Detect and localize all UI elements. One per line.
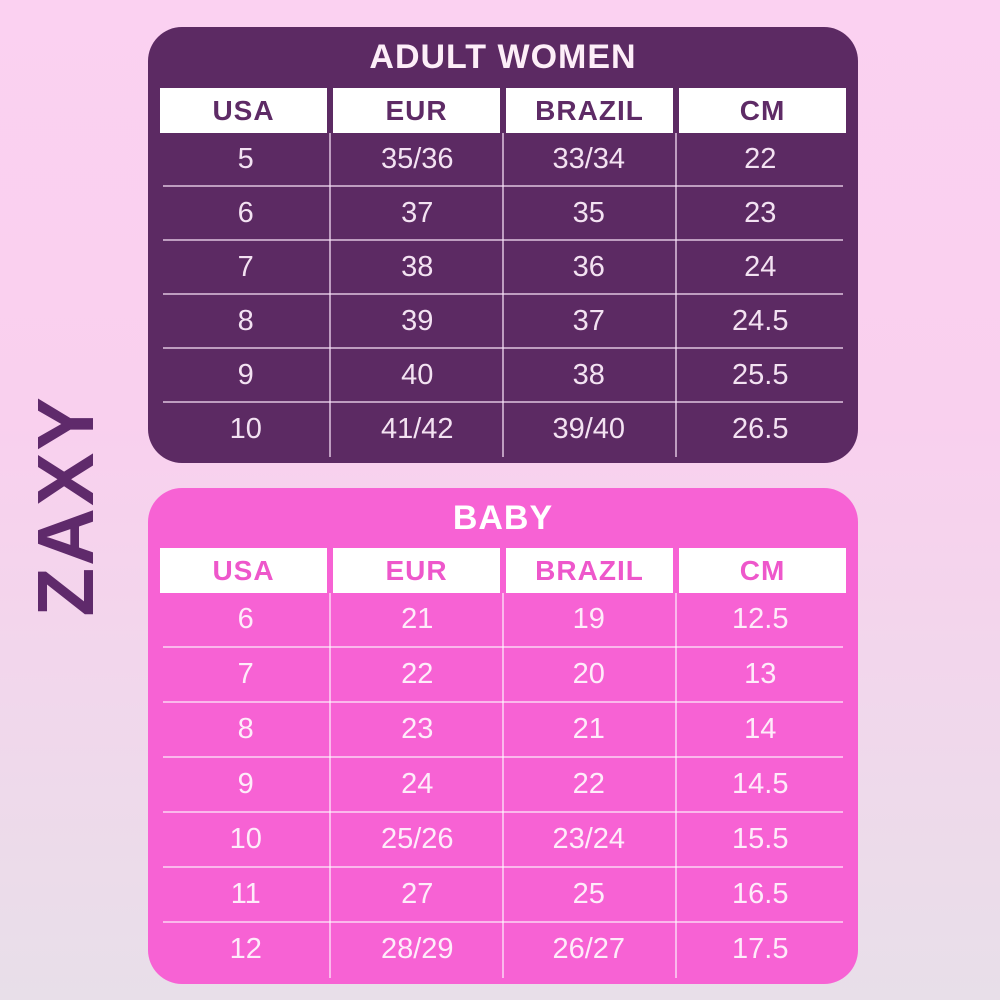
table-row: 7 22 20 13 — [148, 648, 858, 701]
table-cell: 26.5 — [732, 412, 789, 445]
table-cell: 27 — [401, 878, 434, 910]
brand-logo: ZAXY — [21, 395, 110, 617]
table-cell: 8 — [237, 713, 254, 745]
column-divider — [675, 133, 677, 457]
table-title: BABY — [452, 499, 554, 537]
table-cell: 25 — [572, 878, 605, 910]
column-divider — [675, 593, 677, 978]
table-body: 5 35/36 33/34 22 6 37 35 23 7 38 36 24 8… — [148, 133, 858, 463]
table-title: ADULT WOMEN — [369, 38, 637, 76]
column-header-eur: EUR — [333, 548, 500, 593]
table-cell: 21 — [572, 713, 605, 745]
table-row: 10 25/26 23/24 15.5 — [148, 813, 858, 866]
table-cell: 33/34 — [552, 142, 626, 175]
column-divider — [329, 593, 331, 978]
table-cell: 11 — [230, 878, 261, 910]
table-cell: 15.5 — [732, 823, 789, 855]
table-cell: 5 — [237, 142, 254, 175]
table-cell: 35 — [572, 196, 605, 229]
table-header-row: USA EUR BRAZIL CM — [160, 88, 846, 133]
table-cell: 13 — [744, 658, 777, 690]
table-cell: 7 — [237, 250, 254, 283]
table-cell: 8 — [237, 304, 254, 337]
table-cell: 37 — [401, 196, 434, 229]
table-body: 6 21 19 12.5 7 22 20 13 8 23 21 14 9 24 … — [148, 593, 858, 984]
table-cell: 22 — [572, 768, 605, 800]
table-cell: 20 — [572, 658, 605, 690]
table-cell: 21 — [401, 603, 434, 635]
table-cell: 10 — [229, 823, 262, 855]
table-row: 6 37 35 23 — [148, 187, 858, 239]
table-row: 5 35/36 33/34 22 — [148, 133, 858, 185]
table-row: 9 40 38 25.5 — [148, 349, 858, 401]
column-header-brazil: BRAZIL — [506, 88, 673, 133]
table-cell: 6 — [237, 603, 254, 635]
table-cell: 36 — [572, 250, 605, 283]
table-cell: 38 — [401, 250, 434, 283]
size-table-baby: BABY USA EUR BRAZIL CM 6 21 19 12.5 7 22… — [148, 488, 858, 984]
column-header-usa: USA — [160, 548, 327, 593]
table-cell: 38 — [572, 358, 605, 391]
table-cell: 41/42 — [380, 412, 454, 445]
table-row: 8 23 21 14 — [148, 703, 858, 756]
table-cell: 12 — [229, 933, 262, 965]
table-cell: 17.5 — [732, 933, 789, 965]
table-row: 12 28/29 26/27 17.5 — [148, 923, 858, 976]
column-divider — [502, 593, 504, 978]
column-header-cm: CM — [679, 88, 846, 133]
table-cell: 39 — [401, 304, 434, 337]
column-header-cm: CM — [679, 548, 846, 593]
table-cell: 22 — [744, 142, 777, 175]
table-cell: 19 — [572, 603, 605, 635]
table-row: 6 21 19 12.5 — [148, 593, 858, 646]
table-cell: 12.5 — [732, 603, 789, 635]
table-header-row: USA EUR BRAZIL CM — [160, 548, 846, 593]
table-cell: 9 — [237, 358, 254, 391]
table-cell: 35/36 — [380, 142, 454, 175]
table-cell: 23 — [744, 196, 777, 229]
table-cell: 9 — [237, 768, 254, 800]
table-cell: 25.5 — [732, 358, 789, 391]
table-cell: 24 — [744, 250, 777, 283]
column-header-brazil: BRAZIL — [506, 548, 673, 593]
table-row: 7 38 36 24 — [148, 241, 858, 293]
table-cell: 7 — [237, 658, 254, 690]
table-row: 9 24 22 14.5 — [148, 758, 858, 811]
table-cell: 26/27 — [552, 933, 626, 965]
table-cell: 37 — [572, 304, 605, 337]
table-cell: 40 — [401, 358, 434, 391]
column-divider — [329, 133, 331, 457]
table-cell: 14.5 — [732, 768, 789, 800]
table-cell: 24 — [401, 768, 434, 800]
table-cell: 14 — [744, 713, 777, 745]
table-cell: 16.5 — [732, 878, 789, 910]
table-cell: 24.5 — [732, 304, 789, 337]
column-header-eur: EUR — [333, 88, 500, 133]
table-cell: 25/26 — [380, 823, 454, 855]
column-header-usa: USA — [160, 88, 327, 133]
table-cell: 10 — [229, 412, 262, 445]
table-cell: 6 — [237, 196, 254, 229]
table-cell: 23/24 — [552, 823, 626, 855]
table-cell: 39/40 — [552, 412, 626, 445]
table-row: 8 39 37 24.5 — [148, 295, 858, 347]
column-divider — [502, 133, 504, 457]
table-row: 11 27 25 16.5 — [148, 868, 858, 921]
table-row: 10 41/42 39/40 26.5 — [148, 403, 858, 455]
table-cell: 23 — [401, 713, 434, 745]
table-cell: 22 — [401, 658, 434, 690]
table-cell: 28/29 — [380, 933, 454, 965]
size-table-adult-women: ADULT WOMEN USA EUR BRAZIL CM 5 35/36 33… — [148, 27, 858, 463]
